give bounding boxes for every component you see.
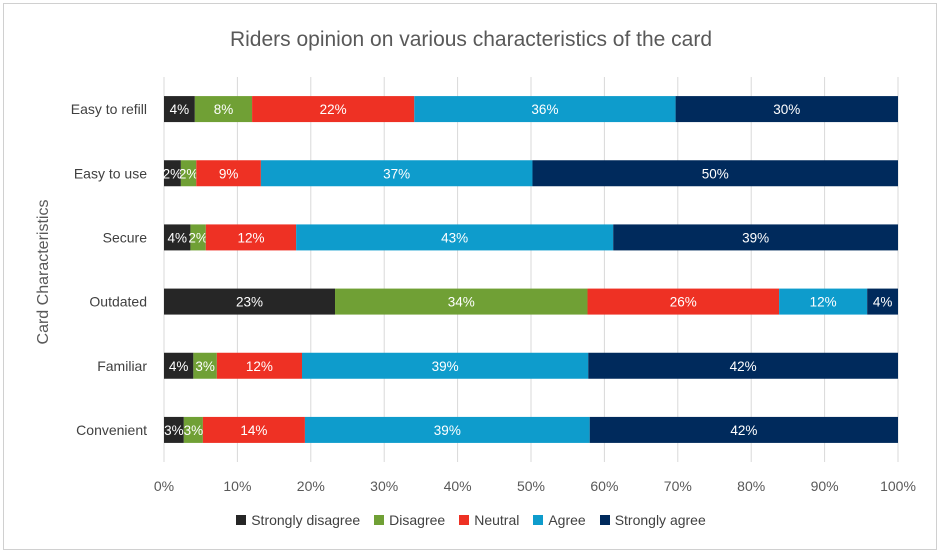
data-label: 3% (184, 423, 204, 438)
legend-swatch (236, 515, 247, 525)
data-label: 22% (320, 102, 347, 117)
legend-label: Strongly agree (614, 512, 706, 528)
bar-segment (193, 352, 217, 379)
category-label: Convenient (76, 422, 147, 438)
bar-segment (675, 96, 898, 123)
bar-segment (216, 352, 302, 379)
data-label: 2% (179, 166, 199, 181)
x-tick-label: 80% (737, 478, 765, 494)
data-label: 12% (237, 230, 264, 245)
data-label: 36% (531, 102, 558, 117)
legend-item: Agree (533, 512, 586, 528)
category-label: Familiar (97, 358, 147, 374)
data-label: 23% (236, 295, 263, 310)
data-label: 39% (432, 359, 459, 374)
legend-swatch (374, 515, 385, 525)
data-label: 4% (873, 295, 893, 310)
bar-segment (613, 224, 898, 251)
legend-item: Strongly disagree (236, 512, 360, 528)
x-tick-label: 40% (444, 478, 472, 494)
data-label: 12% (810, 295, 837, 310)
bar-segment (196, 160, 261, 187)
legend: Strongly disagree Disagree Neutral Agree Str… (0, 512, 942, 528)
legend-label: Neutral (474, 512, 520, 528)
bar-segment (164, 96, 195, 123)
category-label: Easy to use (74, 165, 147, 181)
bar-segment (414, 96, 676, 123)
data-label: 42% (730, 423, 757, 438)
legend-swatch (599, 515, 610, 525)
x-tick-label: 60% (590, 478, 618, 494)
data-label: 9% (219, 166, 239, 181)
x-tick-label: 50% (517, 478, 545, 494)
x-tick-label: 100% (880, 478, 916, 494)
bar-segment (205, 224, 297, 251)
data-label: 4% (167, 230, 187, 245)
bar-segment (335, 288, 588, 315)
bar-segment (164, 352, 194, 379)
bar-segment (164, 224, 191, 251)
chart-title: Riders opinion on various characteristic… (229, 28, 713, 51)
data-label: 14% (240, 423, 267, 438)
data-label: 30% (773, 102, 800, 117)
legend-label: Disagree (389, 512, 446, 528)
data-label: 43% (441, 230, 468, 245)
bar-segment (260, 160, 533, 187)
x-tick-label: 20% (297, 478, 325, 494)
data-label: 34% (448, 295, 475, 310)
bar-segment (867, 288, 898, 315)
x-tick-label: 0% (154, 478, 174, 494)
bar-segment (190, 224, 206, 251)
legend-swatch (533, 515, 544, 525)
x-tick-label: 90% (811, 478, 839, 494)
data-label: 42% (730, 359, 757, 374)
bar-segment (304, 416, 590, 443)
data-label: 8% (214, 102, 234, 117)
legend-swatch (459, 515, 470, 525)
x-tick-label: 70% (664, 478, 692, 494)
bar-segment (587, 288, 780, 315)
x-tick-label: 10% (223, 478, 251, 494)
bar-segment (301, 352, 589, 379)
data-label: 50% (702, 166, 729, 181)
data-label: 39% (434, 423, 461, 438)
legend-item: Disagree (374, 512, 445, 528)
legend-item: Neutral (459, 512, 519, 528)
bar-segment (194, 96, 253, 123)
category-label: Easy to refill (71, 101, 147, 117)
legend-label: Agree (548, 512, 586, 528)
data-label: 26% (670, 295, 697, 310)
data-label: 2% (163, 166, 183, 181)
bar-segment (164, 160, 181, 187)
category-label: Outdated (89, 294, 147, 310)
data-label: 12% (246, 359, 273, 374)
data-label: 4% (170, 102, 190, 117)
data-label: 37% (383, 166, 410, 181)
bar-segment (588, 352, 898, 379)
bar-segment (779, 288, 868, 315)
data-label: 2% (188, 230, 208, 245)
bar-segment (589, 416, 898, 443)
chart-frame (3, 3, 937, 550)
bar-segment (296, 224, 614, 251)
legend-item: Strongly agree (599, 512, 706, 528)
bar-segment (183, 416, 203, 443)
bar-segment (164, 416, 184, 443)
bar-segment (252, 96, 415, 123)
legend-label: Strongly disagree (251, 512, 361, 528)
x-tick-label: 30% (370, 478, 398, 494)
category-label: Secure (103, 229, 148, 245)
data-label: 3% (164, 423, 184, 438)
bar-segment (532, 160, 898, 187)
bar-segment (202, 416, 305, 443)
data-label: 4% (169, 359, 189, 374)
data-label: 39% (742, 230, 769, 245)
data-label: 3% (195, 359, 215, 374)
bar-segment (180, 160, 197, 187)
bar-segment (164, 288, 336, 315)
